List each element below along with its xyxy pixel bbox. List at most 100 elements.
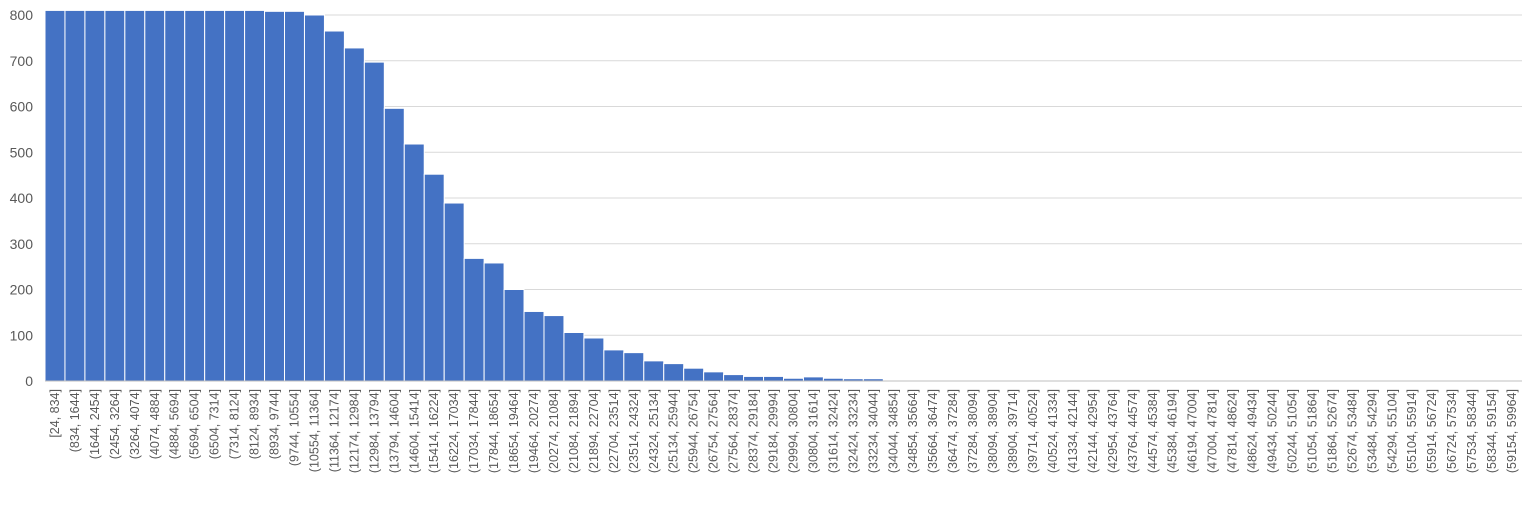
x-tick-label: (53484, 54294] xyxy=(1365,389,1379,473)
histogram-bar xyxy=(104,9,126,382)
x-tick-label: (31614, 32424] xyxy=(826,389,840,473)
x-tick-label: (12984, 13794] xyxy=(367,389,381,473)
x-tick-label: (32424, 33234] xyxy=(846,389,860,473)
histogram-bar xyxy=(463,257,485,382)
x-tick-label: (51864, 52674] xyxy=(1325,389,1339,473)
x-tick-label: (6504, 7314] xyxy=(208,389,222,459)
x-tick-label: (21084, 21894] xyxy=(567,389,581,473)
histogram-bar xyxy=(184,9,206,382)
x-tick-label: (38904, 39714] xyxy=(1006,389,1020,473)
x-tick-label: (56724, 57534] xyxy=(1445,389,1459,473)
x-tick-label: (29994, 30804] xyxy=(786,389,800,473)
x-tick-label: (10554, 11364] xyxy=(307,389,321,472)
x-tick-label: (4884, 5694] xyxy=(168,389,182,459)
x-tick-label: (59154, 59964] xyxy=(1505,389,1519,473)
histogram-bar xyxy=(164,9,186,382)
x-tick-label: (50244, 51054] xyxy=(1285,389,1299,473)
x-tick-label: (4074, 4884] xyxy=(148,389,162,459)
histogram-bar xyxy=(144,9,166,382)
x-tick-label: (44574, 45384] xyxy=(1146,389,1160,473)
x-tick-label: (42954, 43764] xyxy=(1106,389,1120,473)
x-tick-label: (834, 1644] xyxy=(68,389,82,452)
x-tick-label: (51054, 51864] xyxy=(1305,389,1319,473)
x-tick-label: (28374, 29184] xyxy=(747,389,761,473)
histogram-bar xyxy=(563,332,585,382)
histogram-bar xyxy=(703,371,725,382)
histogram-bar xyxy=(603,349,625,382)
histogram-bar xyxy=(84,9,106,382)
x-tick-label: (34044, 34854] xyxy=(886,389,900,473)
y-tick-label: 100 xyxy=(10,327,34,343)
histogram-bar xyxy=(383,107,405,382)
x-tick-label: (43764, 44574] xyxy=(1126,389,1140,473)
histogram-bar xyxy=(623,352,645,382)
x-tick-label: (46194, 47004] xyxy=(1186,389,1200,473)
y-tick-label: 0 xyxy=(25,373,33,389)
y-tick-label: 500 xyxy=(10,144,34,160)
histogram-bar xyxy=(503,289,525,382)
y-tick-label: 200 xyxy=(10,282,34,298)
x-tick-label: (12174, 12984] xyxy=(347,389,361,473)
x-tick-label: (52674, 53484] xyxy=(1345,389,1359,473)
histogram-bar xyxy=(323,30,345,382)
x-tick-label: [24, 834] xyxy=(48,389,62,438)
x-tick-label: (14604, 15414] xyxy=(407,389,421,473)
y-axis: 0 100 200 300 400 500 600 700 800 xyxy=(10,7,34,389)
x-tick-label: (48624, 49434] xyxy=(1246,389,1260,473)
x-tick-label: (58344, 59154] xyxy=(1485,389,1499,473)
x-tick-label: (26754, 27564] xyxy=(707,389,721,473)
y-tick-label: 600 xyxy=(10,99,34,115)
x-tick-label: (25134, 25944] xyxy=(667,389,681,473)
x-tick-label: (9744, 10554] xyxy=(287,389,301,466)
y-tick-label: 700 xyxy=(10,53,34,69)
x-tick-label: (39714, 40524] xyxy=(1026,389,1040,473)
x-tick-label: (40524, 41334] xyxy=(1046,389,1060,473)
x-tick-label: (36474, 37284] xyxy=(946,389,960,473)
histogram-bar xyxy=(663,363,685,382)
histogram-bar xyxy=(683,367,705,382)
histogram-bar xyxy=(423,173,445,382)
x-tick-label: (34854, 35664] xyxy=(906,389,920,473)
histogram-bar xyxy=(224,9,246,382)
histogram-bar xyxy=(483,262,505,382)
x-tick-label: (25944, 26754] xyxy=(687,389,701,473)
x-tick-label: (1644, 2454] xyxy=(88,389,102,459)
x-tick-label: (20274, 21084] xyxy=(547,389,561,473)
x-tick-label: (11364, 12174] xyxy=(327,389,341,472)
x-tick-label: (2454, 3264] xyxy=(108,389,122,459)
x-tick-label: (8124, 8934] xyxy=(248,389,262,459)
x-tick-label: (45384, 46194] xyxy=(1166,389,1180,473)
histogram-bar xyxy=(363,61,385,382)
x-tick-label: (17034, 17844] xyxy=(467,389,481,473)
histogram-bar xyxy=(284,10,305,382)
x-tick-label: (22704, 23514] xyxy=(607,389,621,473)
x-tick-label: (21894, 22704] xyxy=(587,389,601,473)
histogram-bar xyxy=(583,337,605,382)
x-tick-label: (17844, 18654] xyxy=(487,389,501,473)
x-tick-label: (37284, 38094] xyxy=(966,389,980,473)
histogram-bar xyxy=(44,9,66,382)
x-tick-label: (18654, 19464] xyxy=(507,389,521,473)
x-tick-label: (19464, 20274] xyxy=(527,389,541,473)
x-tick-label: (29184, 29994] xyxy=(767,389,781,473)
histogram-bar xyxy=(723,374,745,382)
x-tick-label: (8934, 9744] xyxy=(268,389,282,459)
x-tick-label: (33234, 34044] xyxy=(866,389,880,473)
histogram-bar xyxy=(802,376,824,382)
x-tick-label: (49434, 50244] xyxy=(1266,389,1280,473)
x-tick-label: (38094, 38904] xyxy=(986,389,1000,473)
histogram-bar xyxy=(643,360,665,382)
x-tick-label: (13794, 14604] xyxy=(387,389,401,473)
x-axis: [24, 834] (834, 1644] (1644, 2454] (2454, 3… xyxy=(45,380,1522,473)
bars xyxy=(44,9,884,382)
histogram-bar xyxy=(244,9,266,382)
x-tick-label: (16224, 17034] xyxy=(447,389,461,473)
x-tick-label: (55914, 56724] xyxy=(1425,389,1439,473)
histogram-bar xyxy=(343,47,365,382)
x-tick-label: (5694, 6504] xyxy=(188,389,202,459)
x-tick-label: (54294, 55104] xyxy=(1385,389,1399,473)
histogram-bar xyxy=(124,9,146,382)
histogram-bar xyxy=(763,375,784,382)
y-tick-label: 400 xyxy=(10,190,34,206)
histogram-bar xyxy=(204,9,226,382)
